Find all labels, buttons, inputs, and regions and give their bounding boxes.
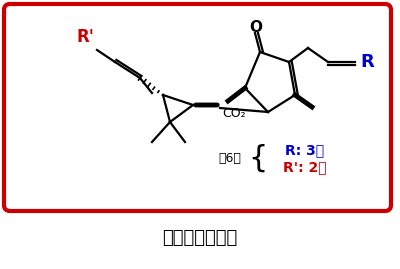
- Text: O: O: [250, 19, 262, 34]
- Text: {: {: [248, 143, 268, 172]
- Text: CO₂: CO₂: [222, 107, 246, 120]
- Text: R: 3種: R: 3種: [286, 143, 324, 157]
- FancyBboxPatch shape: [4, 4, 391, 211]
- Text: R': 2種: R': 2種: [283, 160, 327, 174]
- Text: R': R': [76, 28, 94, 46]
- Text: 天然ピレトリン: 天然ピレトリン: [162, 229, 238, 247]
- Text: 訖6種: 訖6種: [218, 151, 242, 165]
- Text: R: R: [360, 53, 374, 71]
